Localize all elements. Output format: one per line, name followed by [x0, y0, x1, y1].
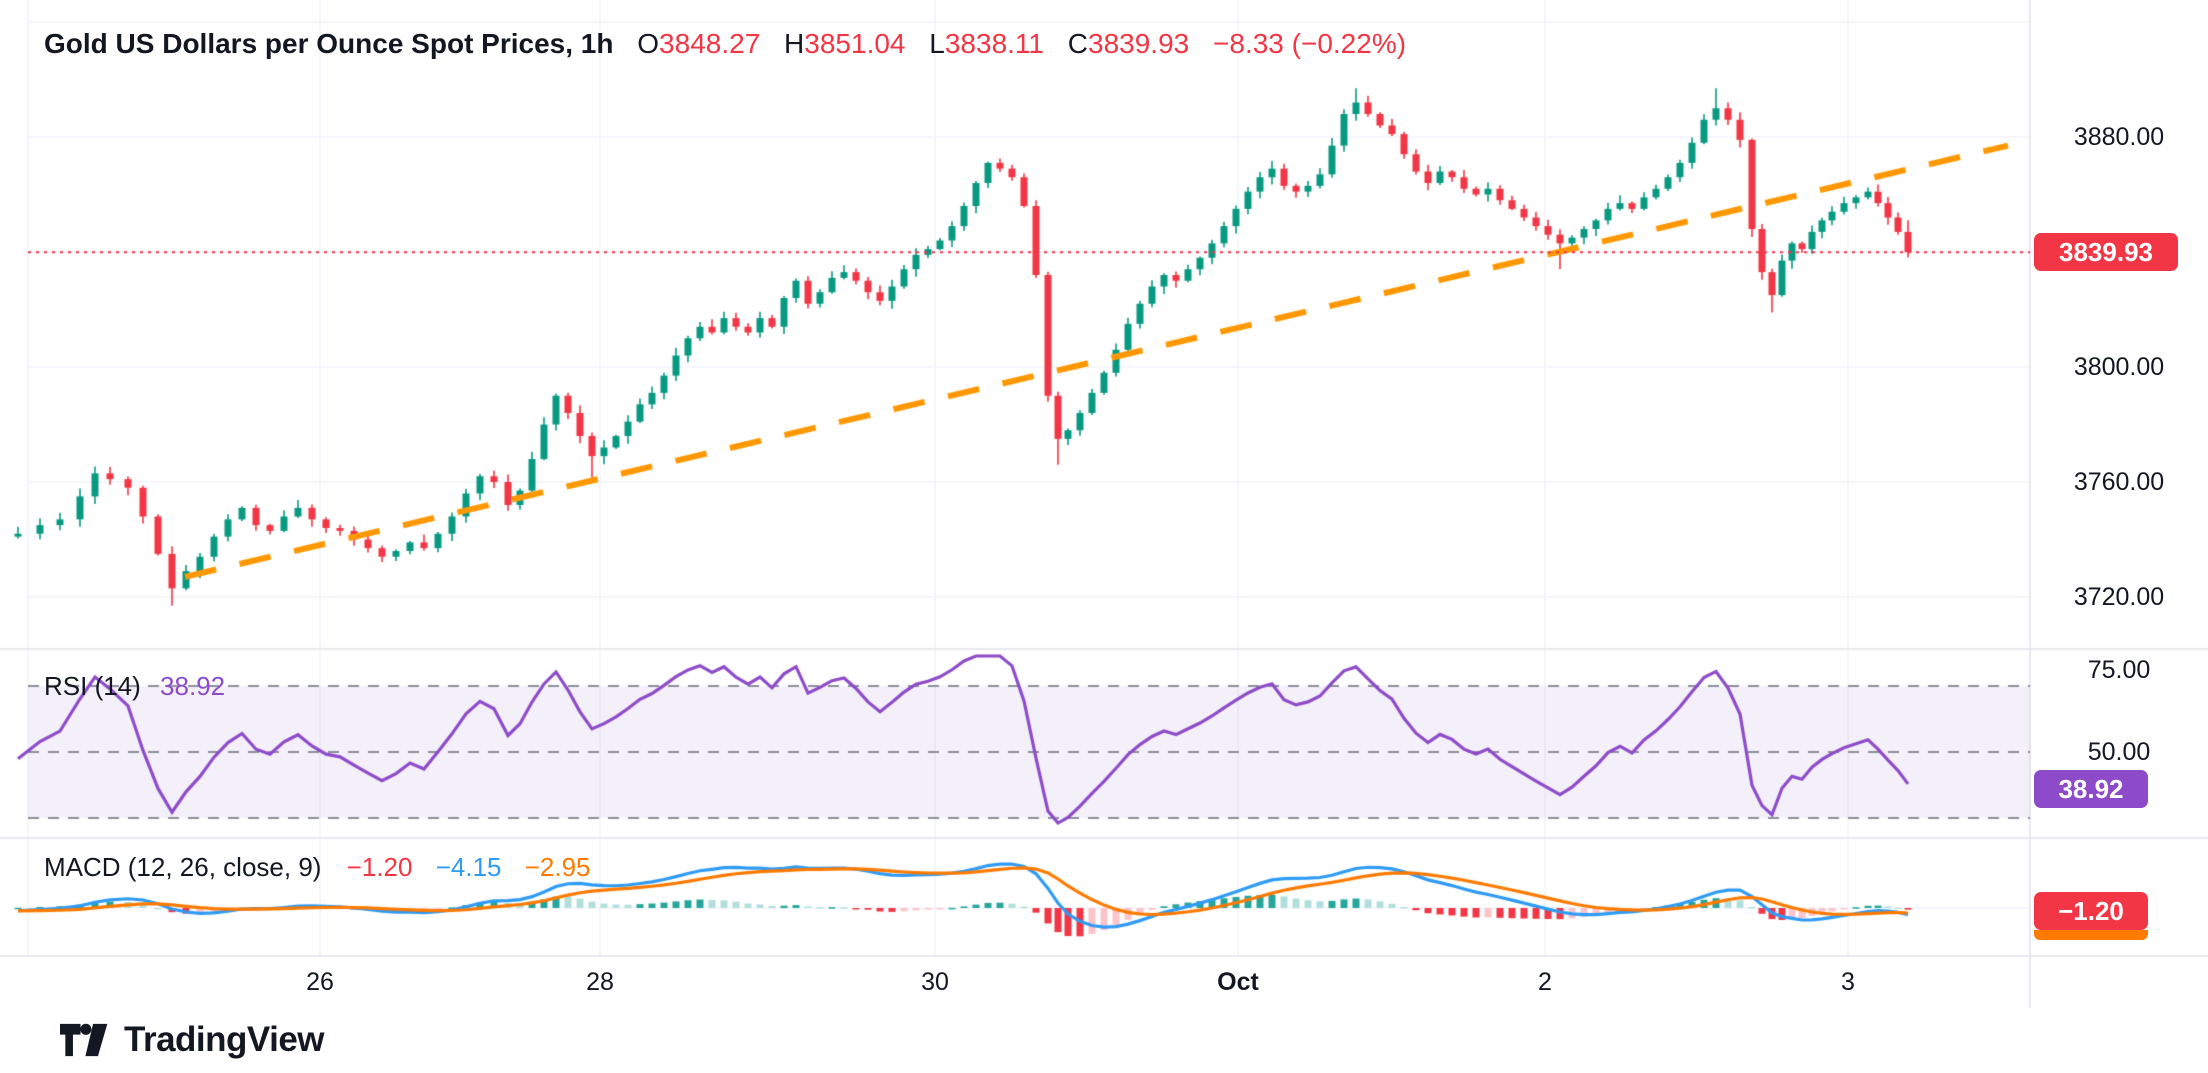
tradingview-logo-icon — [60, 1023, 108, 1057]
tradingview-wordmark: TradingView — [124, 1020, 325, 1059]
footer: TradingView — [0, 1008, 2208, 1073]
chart-canvas[interactable] — [0, 0, 2208, 1008]
tradingview-chart[interactable]: Gold US Dollars per Ounce Spot Prices, 1… — [0, 0, 2208, 1008]
tradingview-brand[interactable]: TradingView — [60, 1020, 325, 1060]
